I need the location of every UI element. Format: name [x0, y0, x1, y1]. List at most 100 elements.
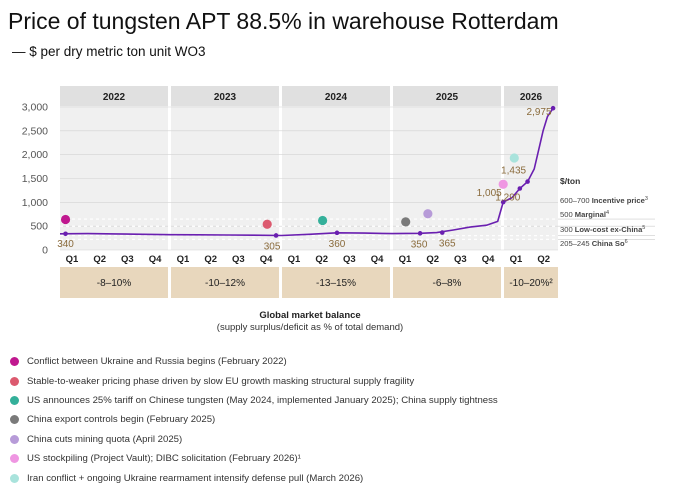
balance-value: -10–20%²	[509, 278, 553, 289]
quarter-label: Q1	[288, 254, 301, 265]
balance-subtitle: (supply surplus/deficit as % of total de…	[217, 322, 403, 333]
legend-dot-icon	[10, 357, 19, 367]
legend-dot-icon	[10, 395, 19, 405]
balance-box-2024	[282, 267, 390, 298]
reference-unit: $/ton	[560, 176, 580, 186]
legend-item: Conflict between Ukraine and Russia begi…	[10, 352, 680, 371]
reference-label: 205–245 China So6	[560, 239, 628, 248]
event-dot-4	[401, 217, 411, 227]
chart-title: Price of tungsten APT 88.5% in warehouse…	[8, 8, 559, 34]
legend-item: Stable-to-weaker pricing phase driven by…	[10, 371, 680, 390]
data-label: 340	[57, 239, 74, 250]
legend-item: Iran conflict + ongoing Ukraine rearmame…	[10, 468, 680, 487]
y-tick-label: 0	[42, 245, 48, 257]
balance-box-2022	[60, 267, 168, 298]
legend-label: Conflict between Ukraine and Russia begi…	[27, 356, 287, 368]
quarter-label: Q3	[343, 254, 356, 265]
price-line	[59, 107, 554, 237]
y-tick-label: 2,000	[22, 149, 48, 161]
year-panel-2023	[171, 86, 279, 250]
balance-value: -6–8%	[433, 278, 462, 289]
price-point	[439, 230, 445, 235]
legend-item: US announces 25% tariff on Chinese tungs…	[10, 391, 680, 410]
event-dot-1	[60, 214, 71, 225]
year-header-2026	[504, 86, 558, 106]
event-dot-6	[498, 179, 508, 189]
price-chart: 2022 2023 2024 2025 2026 0 500 1,000 1,500 2,000 2…	[22, 86, 655, 333]
year-header-2024	[282, 86, 390, 106]
year-label: 2022	[103, 92, 126, 103]
year-label: 2026	[520, 92, 543, 103]
price-point	[63, 231, 68, 237]
data-label: 360	[329, 239, 346, 250]
legend-label: US stockpiling (Project Vault); DIBC sol…	[27, 453, 301, 465]
chart-subtitle: — $ per dry metric ton unit WO3	[12, 44, 206, 59]
quarter-label: Q4	[482, 254, 495, 265]
quarter-label: Q2	[204, 254, 217, 265]
y-tick-label: 1,000	[22, 197, 48, 209]
legend-dot-icon	[10, 415, 19, 425]
quarter-label: Q2	[315, 254, 328, 265]
quarter-label: Q4	[371, 254, 384, 265]
balance-box-2023	[171, 267, 279, 298]
event-dot-2	[262, 219, 272, 229]
price-point	[417, 231, 423, 236]
legend-label: US announces 25% tariff on Chinese tungs…	[27, 394, 498, 406]
balance-box-2025	[393, 267, 501, 298]
y-tick-label: 500	[30, 221, 48, 233]
quarter-label: Q2	[426, 254, 439, 265]
balance-box-2026	[504, 267, 558, 298]
quarter-label: Q1	[399, 254, 412, 265]
quarter-label: Q4	[149, 254, 162, 265]
quarter-label: Q1	[66, 254, 79, 265]
data-label: 1,290	[495, 193, 520, 204]
legend-dot-icon	[10, 376, 19, 386]
year-panel-2022	[60, 86, 168, 250]
balance-value: -13–15%	[316, 278, 356, 289]
price-point	[525, 179, 530, 184]
legend-dot-icon	[10, 473, 19, 483]
quarter-label: Q1	[177, 254, 190, 265]
legend-item: China cuts mining quota (April 2025)	[10, 430, 680, 449]
year-label: 2023	[214, 92, 237, 103]
price-point	[334, 230, 340, 236]
legend-item: China export controls begin (February 20…	[10, 410, 680, 429]
event-dot-7	[509, 153, 519, 163]
event-dot-3	[317, 215, 328, 226]
year-header-2025	[393, 86, 501, 106]
year-label: 2024	[325, 92, 348, 103]
reference-label: 300 Low-cost ex-China5	[560, 225, 645, 234]
legend-label: China cuts mining quota (April 2025)	[27, 433, 183, 445]
legend-label: China export controls begin (February 20…	[27, 414, 216, 426]
quarter-label: Q3	[454, 254, 467, 265]
quarter-label: Q4	[260, 254, 273, 265]
quarter-label: Q1	[510, 254, 523, 265]
price-point	[550, 105, 556, 111]
y-tick-label: 2,500	[22, 125, 48, 137]
quarter-label: Q2	[537, 254, 550, 265]
data-label: 1,435	[501, 166, 526, 177]
legend-dot-icon	[10, 434, 19, 444]
price-point	[517, 186, 523, 191]
data-label: 2,975	[527, 107, 552, 118]
price-point	[500, 199, 506, 205]
quarter-label: Q3	[232, 254, 245, 265]
y-tick-label: 1,500	[22, 173, 48, 185]
data-label: 1,005	[477, 188, 502, 199]
reference-label: 600–700 Incentive price3	[560, 196, 648, 205]
legend-label: Stable-to-weaker pricing phase driven by…	[27, 375, 415, 387]
year-panel-2025	[393, 86, 501, 250]
year-label: 2025	[436, 92, 459, 103]
y-tick-label: 3,000	[22, 102, 48, 114]
balance-value: -10–12%	[205, 278, 245, 289]
events-legend: Conflict between Ukraine and Russia begi…	[10, 352, 680, 488]
data-label: 365	[439, 239, 456, 250]
balance-value: -8–10%	[97, 278, 132, 289]
data-label: 350	[411, 239, 428, 250]
event-dot-5	[423, 209, 433, 219]
quarter-label: Q2	[93, 254, 106, 265]
legend-dot-icon	[10, 454, 19, 464]
year-header-2022	[60, 86, 168, 106]
quarter-label: Q3	[121, 254, 134, 265]
price-point	[273, 233, 279, 238]
